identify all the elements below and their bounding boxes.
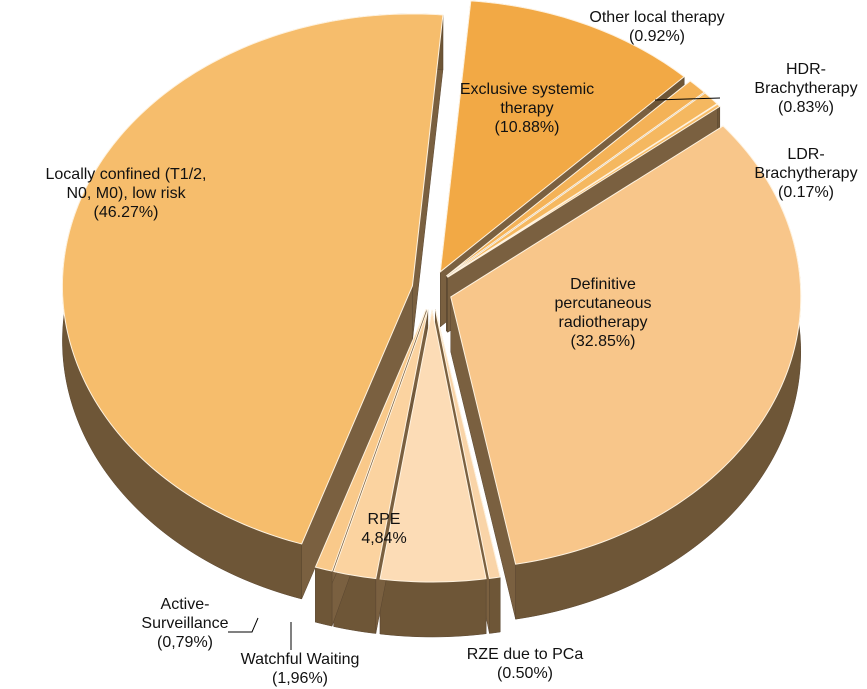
slice-label: RPE 4,84% [334,510,434,548]
value-label: (46.27%) [93,204,159,221]
leader-line [654,97,721,101]
category-name: Active-Surveillance [141,596,229,632]
slice [314,308,427,572]
slice-label: RZE due to PCa (0.50%) [425,645,625,683]
value-label: (1,96%) [271,670,329,687]
slice-tops [61,0,802,583]
category-name: RZE due to PCa [466,646,584,663]
category-name: LDR-Brachytherapy [754,146,858,182]
slice-label: Exclusive systemic therapy (10.88%) [447,80,607,137]
value-label: 4,84% [361,530,407,547]
category-name: Exclusive systemic therapy [459,81,595,117]
slice [447,103,721,278]
slice [333,309,429,580]
slice-label: Locally confined (T1/2, N0, M0), low ris… [41,165,211,222]
slice [446,80,706,277]
slice-edge [379,578,487,638]
value-label: (0.50%) [496,665,554,682]
slice [61,13,444,545]
category-name: Locally confined (T1/2, N0, M0), low ris… [45,166,207,202]
value-label: (0.92%) [628,28,686,45]
slice-label: Other local therapy (0.92%) [587,8,727,46]
value-label: (0,79%) [156,634,214,651]
category-name: Watchful Waiting [240,651,360,668]
slice [434,309,501,580]
category-name: Definitive percutaneous radiotherapy [554,276,652,331]
slice [439,0,685,273]
value-label: (32.85%) [570,333,636,350]
slice-edge [315,566,333,627]
leader-line [228,617,259,633]
slice-edge [489,576,501,634]
slice-label: Definitive percutaneous radiotherapy (32.… [538,275,668,351]
category-name: Other local therapy [589,9,725,26]
category-name: RPE [367,511,401,528]
value-label: (0.17%) [777,184,835,201]
slice-label: Active-Surveillance (0,79%) [120,595,250,652]
value-label: (0.83%) [777,99,835,116]
slice-label: HDR-Brachytherapy (0.83%) [741,60,867,117]
slice [450,125,802,565]
slice [379,309,487,583]
slice-label: Watchful Waiting (1,96%) [200,650,400,688]
slice-label: LDR-Brachytherapy (0.17%) [741,145,867,202]
category-name: HDR-Brachytherapy [754,61,858,97]
value-label: (10.88%) [494,119,560,136]
